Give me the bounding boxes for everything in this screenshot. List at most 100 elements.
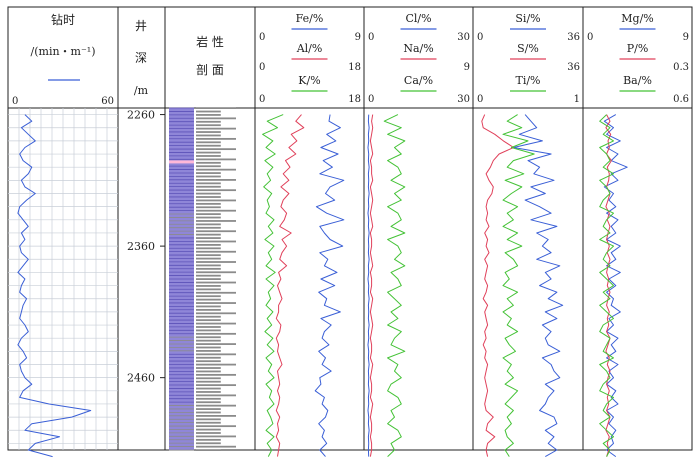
lithology-bed — [196, 237, 221, 239]
lithology-bed — [196, 226, 221, 229]
lithology-bed — [196, 435, 236, 438]
series-line-K — [262, 114, 284, 457]
lithology-bed — [196, 418, 221, 421]
drill-time-header: 钻时 /(min・m⁻¹) 0 60 — [12, 12, 114, 107]
lithology-bed — [196, 240, 236, 243]
lithology-bed — [196, 326, 221, 328]
lithology-bed — [196, 144, 221, 147]
lithology-bed — [196, 339, 221, 342]
lithology-bed — [196, 158, 236, 161]
lithology-bed — [196, 247, 221, 250]
scale-max: 9 — [683, 32, 689, 43]
lithology-bed — [196, 131, 221, 133]
lithology-bed — [196, 353, 236, 356]
series-line-Na — [369, 114, 374, 457]
lithology-bed — [196, 438, 221, 441]
lithology-bed — [196, 137, 236, 140]
depth-tick-label: 2460 — [127, 372, 155, 385]
lithology-bed — [196, 336, 221, 339]
scale-min: 0 — [477, 32, 483, 43]
scale-max: 36 — [567, 32, 580, 43]
element-label-fe: Fe/% — [296, 12, 324, 25]
scale-max: 36 — [567, 62, 580, 73]
lithology-bed — [196, 244, 221, 246]
element-label-ca: Ca/% — [404, 74, 433, 87]
element-label-ti: Ti/% — [515, 74, 540, 87]
lithology-bed — [196, 322, 236, 325]
lithology-bed — [196, 168, 236, 171]
lithology-bed — [196, 192, 221, 195]
series-line-Cl — [367, 114, 370, 457]
scale-max: 9 — [355, 32, 361, 43]
element-label-mg: Mg/% — [621, 12, 653, 25]
lithology-bed — [196, 363, 236, 366]
depth-ticks: 2260 2360 2460 — [127, 109, 165, 385]
lithology-bed — [196, 329, 221, 332]
lithology-bed — [196, 182, 221, 185]
lithology-bed — [196, 165, 221, 168]
lithology-bed — [196, 373, 236, 376]
lithology-bed — [196, 220, 236, 222]
element-label-na: Na/% — [403, 42, 433, 55]
lithology-bed — [196, 274, 221, 277]
series-line-Ca — [383, 114, 406, 457]
lithology-bed — [196, 261, 236, 263]
depth-header: 井 深 /m — [134, 19, 149, 97]
chart-frame — [7, 6, 693, 451]
lithology-bed — [196, 425, 236, 428]
lithology-bed — [196, 179, 236, 181]
drill-time-unit: /(min・m⁻¹) — [31, 45, 96, 58]
lithology-bed — [196, 343, 236, 345]
drill-time-min: 0 — [12, 96, 18, 107]
series-line-P — [605, 114, 612, 457]
lithology-bed — [196, 332, 236, 335]
lithology-bed — [196, 267, 221, 270]
element-label-p: P/% — [627, 42, 649, 55]
lithology-bed — [196, 360, 221, 363]
lithology-bed — [196, 384, 236, 387]
scale-min: 0 — [368, 32, 374, 43]
lithology-header: 岩 性 剖 面 — [196, 34, 224, 77]
lithology-bed — [196, 264, 221, 267]
lithology-bed — [196, 120, 221, 123]
lithology-bed — [196, 370, 221, 373]
depth-tick-label: 2260 — [127, 109, 155, 122]
depth-header-unit: /m — [134, 84, 149, 97]
element-label-cl: Cl/% — [405, 12, 431, 25]
lithology-bed — [196, 250, 236, 253]
element-label-si: Si/% — [515, 12, 540, 25]
lithology-bed — [196, 377, 221, 380]
lithology-bed — [196, 254, 221, 257]
lithology-bed — [196, 404, 236, 407]
scale-max: 18 — [348, 62, 361, 73]
lithology-bed — [196, 346, 221, 349]
scale-max: 30 — [457, 94, 470, 105]
drill-time-max: 60 — [101, 96, 114, 107]
scale-max: 9 — [464, 62, 470, 73]
lithology-bed — [196, 397, 221, 400]
lithology-bed — [196, 107, 236, 109]
lithology-bed — [196, 223, 221, 226]
lithology-bed — [196, 350, 221, 352]
lithology-bed — [196, 387, 221, 390]
scale-min: 0 — [259, 32, 265, 43]
lithology-bed — [196, 394, 236, 397]
lithology-bed — [196, 319, 221, 322]
scale-min: 0 — [259, 62, 265, 73]
lithology-bed — [196, 110, 221, 113]
lithology-bed — [196, 291, 236, 294]
series-line-钻时 — [17, 114, 92, 458]
lithology-bed — [196, 185, 221, 188]
lithology-bed — [196, 124, 221, 127]
lithology-bed — [196, 298, 221, 301]
lithology-bed — [196, 202, 221, 205]
lithology-bed — [196, 148, 236, 151]
lithology-bed — [196, 432, 221, 434]
lithology-bed — [196, 199, 236, 202]
lithology-bed — [196, 415, 236, 417]
lithology-bed — [196, 281, 236, 284]
series-line-Al — [275, 114, 305, 457]
scale-max: 0.3 — [673, 62, 689, 73]
lithology-bed — [196, 161, 221, 164]
